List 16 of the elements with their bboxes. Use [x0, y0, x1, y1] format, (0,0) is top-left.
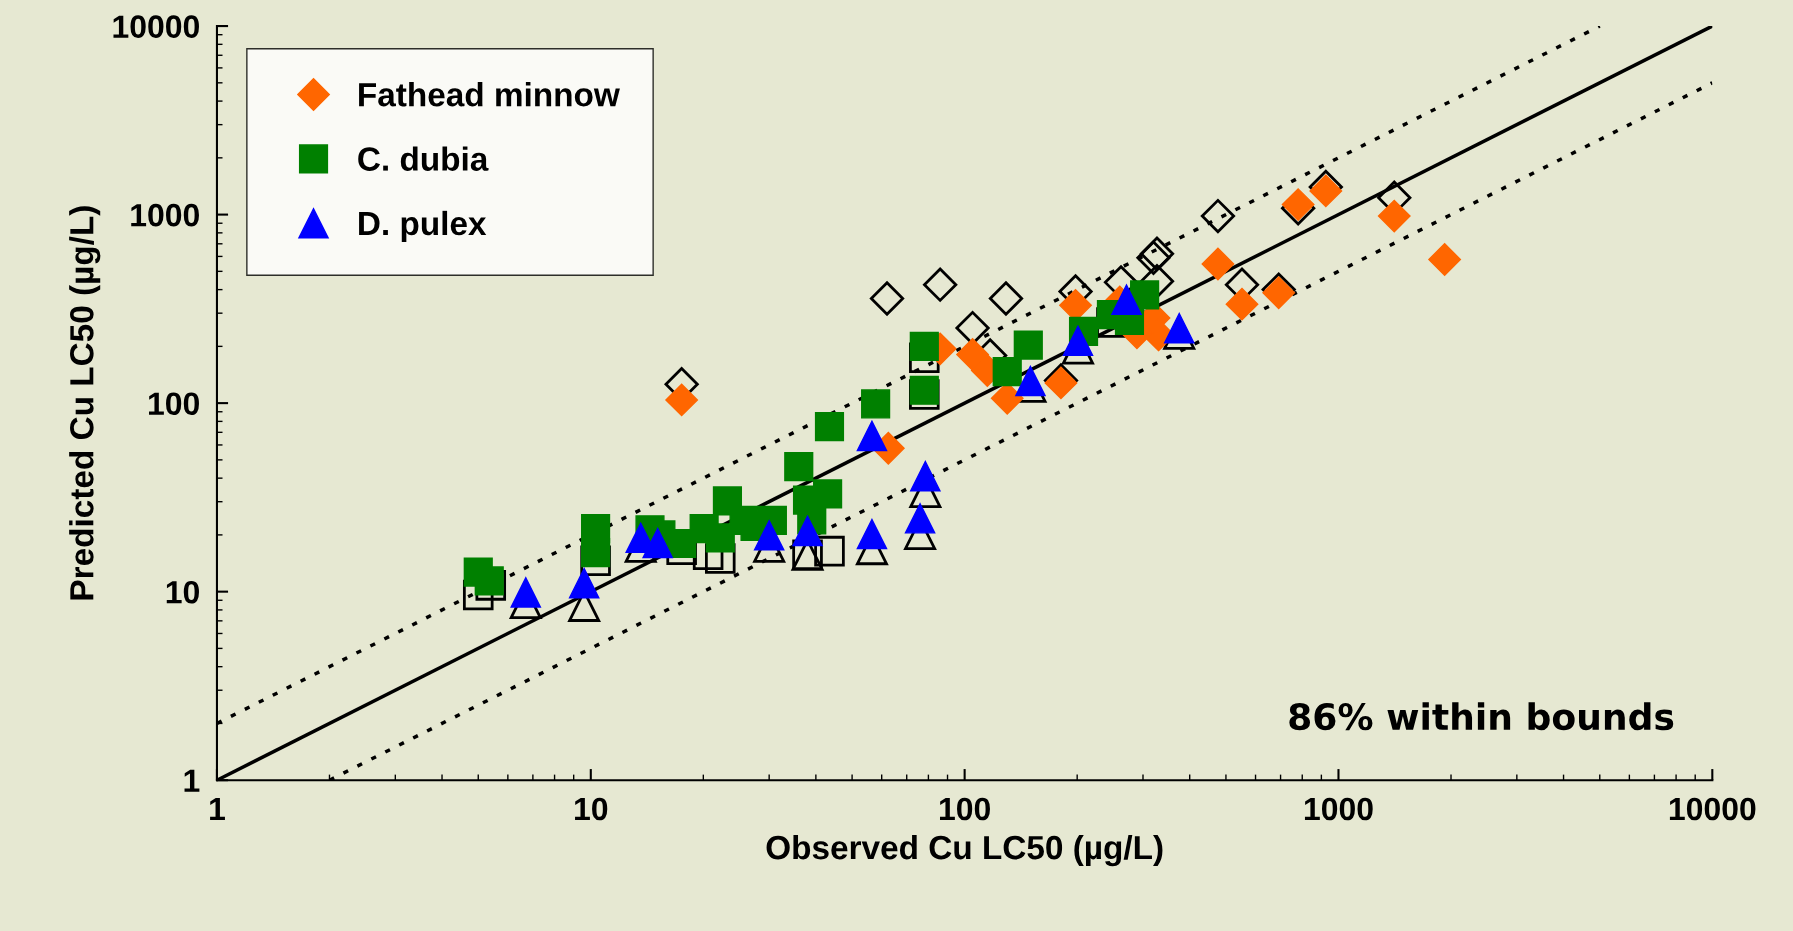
y-tick-label: 1 [184, 769, 200, 792]
legend-label: Fathead minnow [359, 82, 620, 107]
x-axis-title: Observed Cu LC50 (µg/L) [766, 834, 1163, 867]
legend-label: C. dubia [358, 146, 489, 171]
x-tick-label: 10000 [1669, 797, 1756, 821]
x-tick-label: 1000 [1304, 797, 1373, 821]
y-tick-label: 1000 [131, 203, 199, 227]
x-tick-label: 100 [940, 797, 990, 821]
x-tick-label: 1 [210, 798, 225, 820]
y-tick-label: 10 [166, 580, 199, 604]
legend-label: D. pulex [359, 210, 487, 242]
y-tick-label: 10000 [113, 15, 199, 38]
y-axis-title: Predicted Cu LC50 (µg/L) [69, 206, 101, 600]
x-tick-label: 10 [575, 797, 608, 821]
annotation: 86% within bounds [1289, 702, 1674, 731]
y-tick-label: 100 [149, 392, 199, 416]
